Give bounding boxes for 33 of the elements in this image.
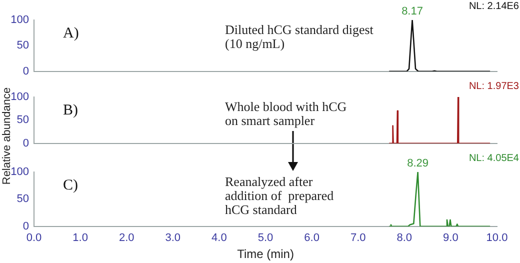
annotation: Whole blood with hCG on smart sampler bbox=[225, 98, 347, 128]
y-tick-label: 0 bbox=[22, 137, 29, 150]
x-tick-label: 3.0 bbox=[165, 232, 181, 244]
x-tick-label: 6.0 bbox=[304, 232, 320, 244]
x-tick-label: 5.0 bbox=[258, 232, 274, 244]
x-tick-label: 0.0 bbox=[26, 232, 42, 244]
annotation: Diluted hCG standard digest (10 ng/mL) bbox=[225, 22, 374, 51]
text: NL: 4.05E4 bbox=[468, 152, 520, 164]
y-tick-label: 50 bbox=[16, 114, 29, 126]
annotation: 8.17 bbox=[402, 6, 423, 18]
x-tick-label: 9.0 bbox=[443, 232, 458, 244]
y-tick-label: 50 bbox=[16, 193, 29, 206]
y-tick-label: 100 bbox=[10, 14, 29, 26]
annotation: B) bbox=[63, 102, 78, 118]
annotation: Reanalyzed after addition of prepared hCG standard bbox=[225, 174, 334, 217]
x-tick-label: 8.0 bbox=[396, 232, 412, 244]
text: NL: 1.97E3 bbox=[468, 80, 520, 92]
x-axis-title: Time (min) bbox=[237, 247, 294, 262]
y-tick-label: 50 bbox=[16, 40, 29, 52]
x-tick-label: 4.0 bbox=[212, 232, 227, 244]
x-tick-label: 2.0 bbox=[118, 232, 134, 244]
x-tick-label: 7.0 bbox=[350, 232, 366, 244]
annotation: C) bbox=[63, 177, 78, 194]
annotation: 8.29 bbox=[407, 158, 429, 170]
y-tick-label: 100 bbox=[10, 91, 29, 104]
y-tick-label: 100 bbox=[10, 166, 29, 178]
y-tick-label: 0 bbox=[22, 65, 29, 78]
text: NL: 2.14E6 bbox=[468, 0, 520, 12]
annotation: A) bbox=[63, 25, 79, 42]
y-axis-title: Relative abundance bbox=[1, 86, 13, 187]
x-tick-label: 10.0 bbox=[486, 232, 508, 244]
y-tick-label: 0 bbox=[22, 220, 29, 232]
x-tick-label: 1.0 bbox=[72, 232, 88, 244]
